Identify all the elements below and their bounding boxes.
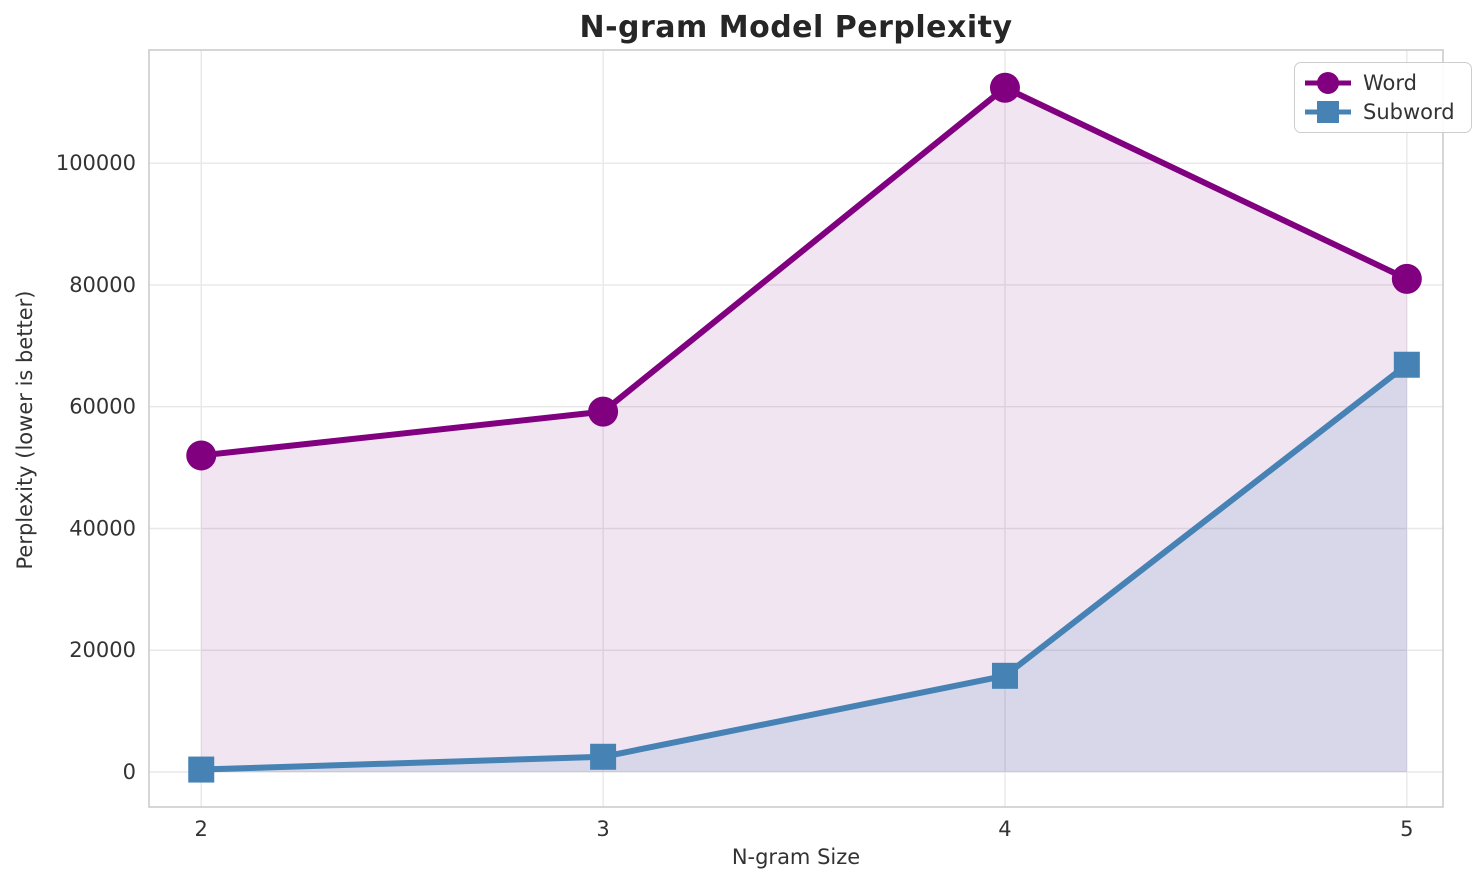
subword-legend-marker: [1305, 101, 1351, 123]
subword-area: [201, 364, 1407, 772]
word-legend-marker: [1305, 72, 1351, 94]
x-tick-label: 3: [596, 817, 609, 841]
legend-label: Word: [1363, 71, 1417, 95]
y-tick-label: 100000: [56, 151, 136, 175]
legend-label: Subword: [1363, 100, 1455, 124]
y-tick-label: 80000: [69, 273, 136, 297]
subword-marker: [991, 662, 1018, 689]
word-line: [198, 84, 1410, 459]
x-tick-label: 5: [1400, 817, 1413, 841]
legend-item-word: Word: [1305, 70, 1455, 96]
word-marker: [989, 72, 1020, 103]
y-tick-label: 40000: [69, 516, 136, 540]
chart-title: N-gram Model Perplexity: [579, 10, 1013, 45]
legend: Word Subword: [1294, 62, 1472, 133]
legend-item-subword: Subword: [1305, 99, 1455, 125]
x-tick-label: 4: [998, 817, 1011, 841]
y-tick-label: 60000: [69, 395, 136, 419]
word-marker: [588, 396, 619, 427]
word-marker: [1391, 263, 1422, 294]
x-axis-label: N-gram Size: [731, 845, 861, 869]
y-tick-label: 0: [123, 760, 136, 784]
subword-marker: [188, 756, 215, 783]
x-tick-label: 2: [195, 817, 208, 841]
subword-marker: [1393, 351, 1420, 378]
subword-line: [198, 361, 1410, 773]
plot-border: [148, 49, 1444, 808]
y-axis-label: Perplexity (lower is better): [13, 290, 37, 570]
subword-marker: [590, 743, 617, 770]
word-marker: [186, 440, 217, 471]
y-tick-label: 20000: [69, 638, 136, 662]
